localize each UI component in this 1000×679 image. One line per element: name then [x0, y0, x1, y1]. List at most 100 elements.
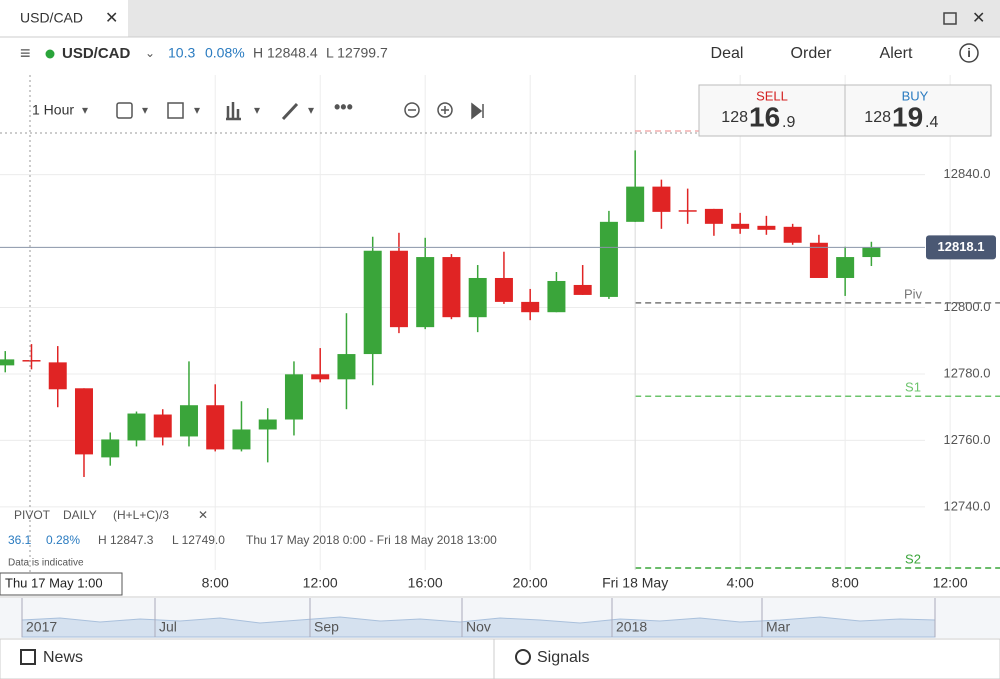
crosshair-label: Thu 17 May 1:00 [5, 575, 103, 590]
candle-body [153, 414, 172, 438]
pivot-change-pct: 0.28% [46, 533, 80, 547]
signals-icon[interactable] [515, 649, 531, 665]
candle-body [337, 354, 356, 380]
candle-body [547, 280, 566, 313]
signals-tab[interactable]: Signals [537, 649, 589, 666]
candle-body [652, 186, 671, 212]
plot: 12740.012760.012780.012800.012840.0PivS1… [0, 75, 1000, 570]
candle-body [363, 250, 382, 355]
dropdown-arrow[interactable]: ⌄ [145, 46, 155, 60]
maximize-icon[interactable] [943, 12, 957, 25]
jump-end[interactable] [471, 102, 484, 120]
zoom-in-glyph[interactable] [441, 106, 449, 114]
sell-button[interactable]: SELL 128 16 .9 [721, 88, 795, 132]
candle-body [48, 362, 67, 390]
candle-body [311, 374, 330, 380]
navigator-labels: 2017 Jul Sep Nov 2018 Mar [21, 598, 936, 637]
info-icon[interactable] [959, 43, 979, 63]
zoom-out[interactable] [404, 102, 420, 118]
candle-body [232, 429, 251, 450]
candle-body [731, 223, 750, 229]
info-glyph[interactable]: i [967, 46, 970, 60]
pivot-change: 36.1 [8, 533, 32, 547]
candle-body [836, 257, 855, 278]
buy-button[interactable]: BUY 128 19 .4 [864, 88, 938, 132]
tab-title[interactable]: USD/CAD [20, 10, 83, 26]
tab-close[interactable]: ✕ [105, 10, 118, 27]
x-tick-label: 20:00 [513, 575, 548, 591]
candle-body [389, 250, 408, 328]
candle-body [494, 277, 513, 302]
more-icon[interactable]: ••• [334, 97, 353, 117]
candle-body [0, 359, 15, 366]
navigator-label: Mar [766, 619, 790, 635]
chart-type-icon[interactable] [116, 102, 133, 119]
menu-icon[interactable]: ≡ [20, 43, 31, 63]
pivot-close[interactable]: ✕ [198, 508, 208, 522]
change-pct: 0.08% [205, 45, 245, 61]
instrument[interactable]: USD/CAD [62, 45, 131, 62]
x-tick-label: Fri 18 May [602, 575, 668, 591]
window-close[interactable]: ✕ [972, 10, 985, 27]
candle-body [704, 208, 723, 224]
zoom-in[interactable] [437, 102, 453, 118]
draw-icon[interactable] [281, 102, 299, 121]
buy-pips[interactable]: 19 [892, 101, 923, 132]
candle-body [206, 405, 225, 450]
candle-body [521, 301, 540, 313]
candle-body [284, 374, 303, 420]
layout-icon[interactable] [167, 102, 184, 119]
sell-big[interactable]: 128 [721, 109, 748, 126]
candle-body [258, 419, 277, 430]
navigator-label: 2018 [616, 619, 647, 635]
x-tick-label: 12:00 [303, 575, 338, 591]
navigator-label: Nov [466, 619, 491, 635]
x-tick-label: 8:00 [832, 575, 859, 591]
y-tick-label: 12760.0 [944, 432, 991, 447]
pivot-high: H 12847.3 [98, 533, 154, 547]
arrow[interactable]: ▾ [194, 103, 200, 117]
x-tick-label: 16:00 [408, 575, 443, 591]
tab[interactable] [0, 0, 128, 37]
buy-fraction[interactable]: .4 [925, 114, 938, 131]
deal-button[interactable]: Deal [711, 45, 744, 62]
x-axis: 8:00 12:00 16:00 20:00 Fri 18 May 4:00 8:00 12:… [0, 572, 968, 596]
pivot-note: Data is indicative [8, 558, 84, 569]
arrow[interactable]: ▾ [142, 103, 148, 117]
status-dot [45, 49, 55, 59]
arrow[interactable]: ▾ [254, 103, 260, 117]
candle-body [573, 284, 592, 295]
crosshair-box [0, 572, 123, 596]
candle-body [442, 257, 461, 318]
pivot-formula: (H+L+C)/3 [113, 508, 169, 522]
candle-body [809, 242, 828, 278]
last-price-box [926, 235, 996, 260]
buy-big[interactable]: 128 [864, 109, 891, 126]
news-tab[interactable]: News [43, 649, 83, 666]
candle-body [22, 360, 41, 362]
candle-body [416, 257, 435, 328]
pivot-name: PIVOT [14, 508, 51, 522]
interval-arrow[interactable]: ▾ [82, 103, 88, 117]
arrow[interactable]: ▾ [308, 103, 314, 117]
tab-bar [0, 0, 1000, 37]
alert-button[interactable]: Alert [880, 45, 913, 62]
pivot-low: L 12749.0 [172, 533, 225, 547]
buy-label[interactable]: BUY [902, 88, 929, 103]
indicator-icon[interactable] [226, 102, 241, 121]
news-icon[interactable] [20, 649, 36, 665]
candle-body [599, 221, 618, 297]
candle-body [626, 186, 645, 222]
candle-body [783, 226, 802, 243]
high: H 12848.4 [253, 45, 318, 61]
sell-label[interactable]: SELL [756, 88, 788, 103]
sell-fraction[interactable]: .9 [782, 114, 795, 131]
navigator-area [21, 616, 936, 638]
interval-select[interactable]: 1 Hour [32, 102, 74, 118]
low: L 12799.7 [326, 45, 388, 61]
pivot-label: S2 [905, 551, 921, 566]
pivot-range: Thu 17 May 2018 0:00 - Fri 18 May 2018 1… [246, 533, 497, 547]
order-button[interactable]: Order [791, 45, 833, 62]
sell-pips[interactable]: 16 [749, 101, 780, 132]
pivot-label: Piv [904, 286, 923, 301]
